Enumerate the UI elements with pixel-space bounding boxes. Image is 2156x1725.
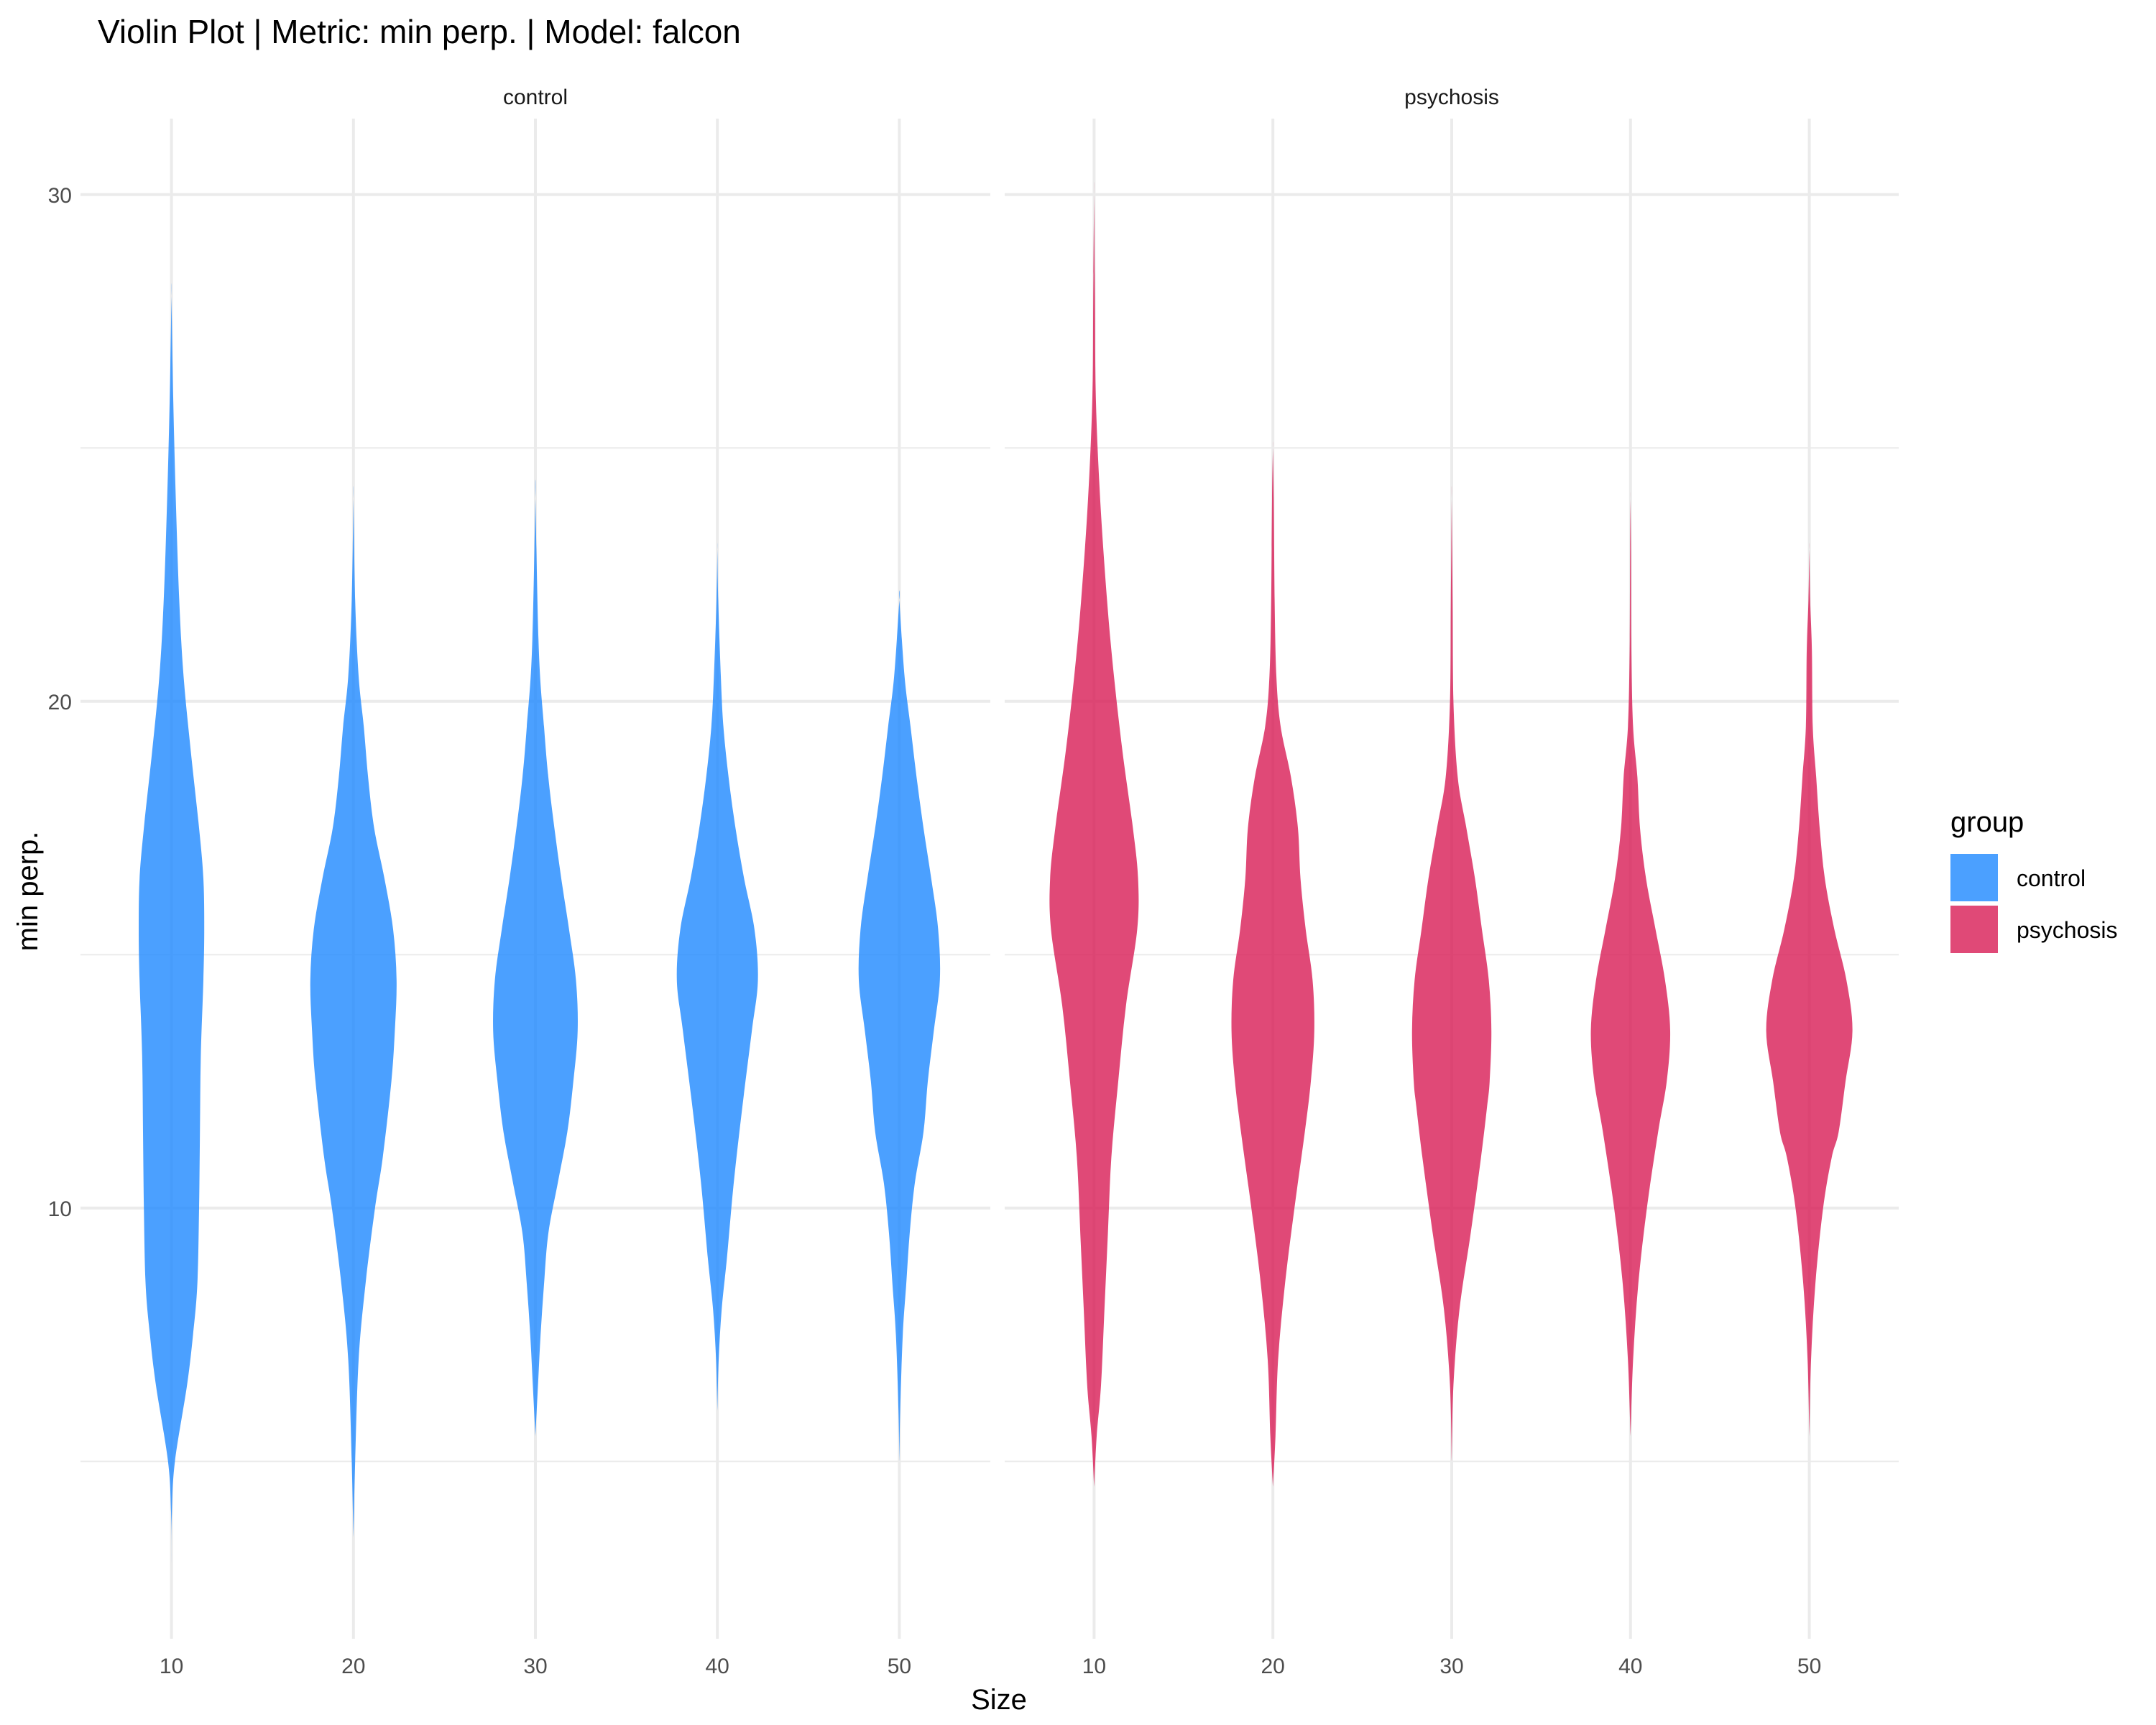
- violin-psychosis-10: [1049, 182, 1139, 1487]
- violin-psychosis-30: [1411, 486, 1492, 1462]
- chart-title: Violin Plot | Metric: min perp. | Model:…: [98, 13, 741, 50]
- panel-psychosis-strip-label: psychosis: [1404, 86, 1499, 109]
- legend-label-psychosis: psychosis: [2017, 917, 2118, 943]
- x-tick-label: 50: [888, 1655, 911, 1678]
- panel-control-violins: [139, 283, 941, 1563]
- panel-psychosis: psychosis 10 20 30 40 50: [1005, 86, 1899, 1678]
- violin-psychosis-20: [1231, 441, 1314, 1487]
- violin-control-30: [493, 479, 578, 1437]
- legend: group control psychosis: [1950, 806, 2118, 953]
- violin-psychosis-50: [1766, 543, 1853, 1437]
- panel-psychosis-violins: [1049, 182, 1853, 1487]
- legend-swatch-control: [1950, 854, 1998, 901]
- x-tick-label: 30: [1439, 1655, 1463, 1678]
- violin-control-10: [139, 283, 205, 1563]
- y-tick-label: 30: [48, 184, 72, 208]
- panel-control-strip-label: control: [503, 86, 568, 109]
- violin-control-50: [858, 590, 941, 1462]
- x-tick-label: 40: [1618, 1655, 1642, 1678]
- x-tick-label: 40: [706, 1655, 729, 1678]
- violin-psychosis-40: [1590, 492, 1671, 1437]
- violin-control-40: [676, 543, 758, 1411]
- y-axis-title: min perp.: [12, 832, 44, 952]
- y-tick-label: 20: [48, 691, 72, 714]
- panel-control: control 10 20 30 40 50: [80, 86, 990, 1678]
- x-tick-label: 10: [160, 1655, 183, 1678]
- x-axis-title: Size: [971, 1684, 1027, 1716]
- panel-control-x-ticks: 10 20 30 40 50: [160, 1655, 911, 1678]
- x-tick-label: 10: [1082, 1655, 1106, 1678]
- y-axis-ticks: 10 20 30: [48, 184, 72, 1221]
- legend-label-control: control: [2017, 865, 2086, 891]
- violin-control-20: [310, 486, 397, 1537]
- panel-psychosis-x-ticks: 10 20 30 40 50: [1082, 1655, 1822, 1678]
- x-tick-label: 20: [1261, 1655, 1285, 1678]
- y-tick-label: 10: [48, 1197, 72, 1221]
- x-tick-label: 30: [523, 1655, 547, 1678]
- legend-title: group: [1950, 806, 2024, 838]
- x-tick-label: 20: [341, 1655, 365, 1678]
- x-tick-label: 50: [1797, 1655, 1821, 1678]
- legend-swatch-psychosis: [1950, 906, 1998, 953]
